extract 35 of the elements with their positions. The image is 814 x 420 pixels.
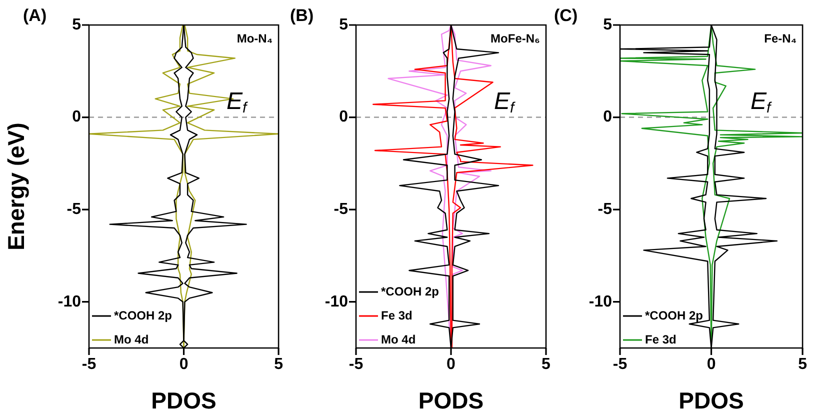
chart-title: (B): [290, 6, 314, 26]
y-tick-label: 5: [339, 16, 348, 34]
x-axis-title: PDOS: [151, 388, 216, 414]
legend-label: Fe 3d: [381, 308, 412, 322]
y-tick-label: -10: [588, 293, 612, 310]
annotation: Mo-N₄: [236, 31, 273, 46]
annotation: Fe-N₄: [764, 31, 797, 46]
legend-label: *COOH 2p: [381, 284, 440, 298]
legend-label: Mo 4d: [114, 332, 149, 346]
y-tick-label: -5: [598, 200, 612, 218]
chart-title: (C): [554, 6, 578, 26]
legend-label: Mo 4d: [381, 332, 416, 346]
y-tick-label: 5: [603, 16, 612, 34]
y-tick-label: -5: [66, 200, 82, 218]
x-axis-title: PODS: [418, 388, 484, 414]
y-tick-label: 0: [339, 108, 348, 126]
x-tick-label: 5: [542, 356, 551, 374]
legend-label: Fe 3d: [645, 332, 676, 346]
y-axis-title: Energy (eV): [3, 122, 30, 250]
annotation: MoFe-N₆: [490, 31, 540, 46]
legend-label: *COOH 2p: [114, 308, 172, 322]
x-tick-label: 0: [179, 356, 188, 374]
y-tick-label: 0: [603, 108, 612, 126]
y-tick-label: 0: [72, 108, 82, 126]
chart-title: (A): [23, 6, 47, 26]
x-axis-title: PDOS: [678, 388, 744, 414]
x-tick-label: 5: [274, 356, 284, 374]
y-tick-label: -5: [334, 200, 348, 218]
x-tick-label: 0: [446, 356, 456, 374]
x-tick-label: 0: [706, 356, 716, 374]
y-tick-label: 5: [72, 16, 82, 34]
legend-label: *COOH 2p: [645, 308, 704, 322]
x-tick-label: 5: [798, 356, 808, 374]
y-tick-label: -10: [58, 293, 82, 310]
y-tick-label: -10: [324, 293, 348, 310]
